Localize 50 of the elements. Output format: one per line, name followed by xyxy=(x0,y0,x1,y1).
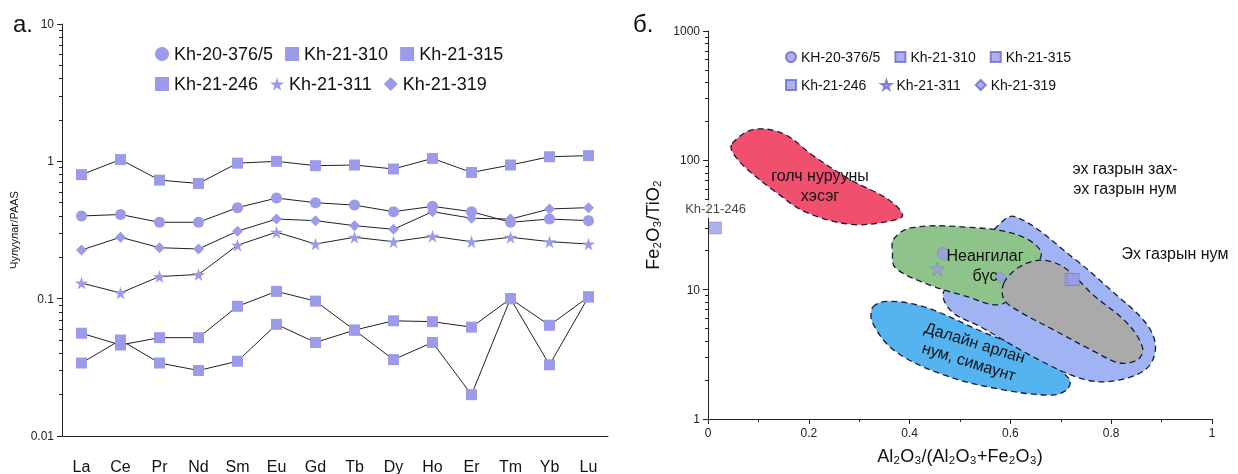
chart-title: б. xyxy=(633,9,654,37)
y-tick-label: 0.01 xyxy=(30,429,55,443)
x-tick-label: 0.6 xyxy=(1002,426,1020,440)
legend-label: Kh-21-311 xyxy=(289,74,372,94)
legend-label: KH-20-376/5 xyxy=(801,49,881,65)
y-tick-label: 1 xyxy=(47,154,55,169)
x-axis-title: Al₂O₃/(Al₂O₃+Fe₂O₃) xyxy=(877,446,1043,466)
y-tick-label: 1 xyxy=(693,412,701,426)
annotation: Эх газрын нум xyxy=(1121,244,1229,262)
x-tick-label: Tb xyxy=(345,457,364,474)
y-tick-label: 10 xyxy=(40,17,55,31)
legend-label: Kh-21-319 xyxy=(402,74,487,94)
chart-title: а. xyxy=(13,9,34,37)
y-axis-title: Fe₂O₃/TiO₂ xyxy=(643,180,664,270)
legend-label: Kh-21-310 xyxy=(910,49,976,65)
annotation: эх газрын зах- эх газрын нум xyxy=(1072,159,1178,197)
x-tick-label: Sm xyxy=(225,457,250,474)
x-tick-label: La xyxy=(72,457,91,474)
y-axis-title: Чулуулаг/PAAS xyxy=(8,191,21,269)
x-tick-label: Pr xyxy=(151,457,169,474)
x-tick-label: Lu xyxy=(579,457,598,474)
annotation: Неангилаг бүс xyxy=(946,246,1024,284)
x-tick-label: Eu xyxy=(266,457,287,474)
x-tick-label: Tm xyxy=(498,457,523,474)
y-tick-label: 100 xyxy=(679,153,701,168)
y-tick-label: 0.1 xyxy=(37,291,55,306)
legend-label: Kh-21-310 xyxy=(304,44,389,64)
annotation: Далайн арлан нум, симаунт xyxy=(920,318,1028,385)
x-tick-label: Nd xyxy=(188,457,209,474)
x-tick-label: Er xyxy=(463,457,481,474)
x-tick-label: 1 xyxy=(1208,426,1216,440)
annotation: Kh-21-246 xyxy=(685,201,746,217)
x-tick-label: Dy xyxy=(383,457,404,474)
x-tick-label: 0.8 xyxy=(1102,426,1120,440)
y-tick-label: 10 xyxy=(686,282,701,297)
x-tick-label: 0.4 xyxy=(901,426,919,440)
x-tick-label: Ho xyxy=(422,457,443,474)
legend-label: Kh-21-319 xyxy=(990,77,1057,93)
x-tick-label: 0 xyxy=(704,426,712,440)
y-tick-label: 1000 xyxy=(673,24,701,38)
legend-label: Kh-20-376/5 xyxy=(174,44,274,64)
legend-label: Kh-21-315 xyxy=(419,44,504,64)
x-tick-label: Ce xyxy=(110,457,131,474)
legend-label: Kh-21-246 xyxy=(801,77,867,93)
x-tick-label: 0.2 xyxy=(800,426,818,440)
legend-label: Kh-21-311 xyxy=(896,77,961,93)
x-tick-label: Gd xyxy=(304,457,327,474)
legend-label: Kh-21-246 xyxy=(174,74,259,94)
legend-label: Kh-21-315 xyxy=(1005,49,1072,65)
x-tick-label: Yb xyxy=(539,457,560,474)
